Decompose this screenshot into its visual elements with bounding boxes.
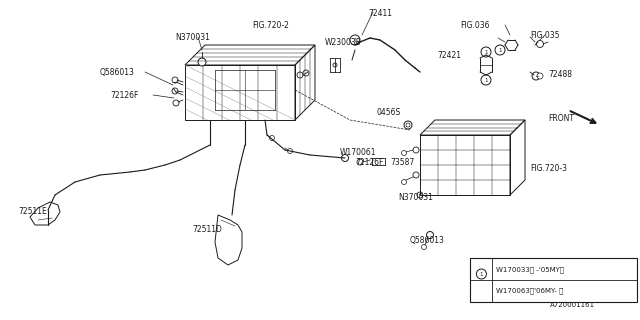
Circle shape xyxy=(537,73,543,79)
Text: FIG.035: FIG.035 xyxy=(530,30,559,39)
Text: 72126F: 72126F xyxy=(355,157,383,166)
Circle shape xyxy=(401,150,406,156)
Circle shape xyxy=(495,45,505,55)
Text: 0456S: 0456S xyxy=(376,108,400,116)
Circle shape xyxy=(426,231,433,238)
Circle shape xyxy=(198,58,206,66)
Circle shape xyxy=(481,75,491,85)
Text: W170063〈'06MY- 〉: W170063〈'06MY- 〉 xyxy=(497,287,564,294)
Text: 72511D: 72511D xyxy=(192,226,222,235)
Circle shape xyxy=(333,63,337,67)
Circle shape xyxy=(417,192,423,198)
Text: N370031: N370031 xyxy=(398,194,433,203)
Text: 1: 1 xyxy=(353,37,356,43)
Text: 1: 1 xyxy=(484,77,488,83)
Circle shape xyxy=(303,70,309,76)
Circle shape xyxy=(422,244,426,250)
Circle shape xyxy=(413,172,419,178)
Text: 72488: 72488 xyxy=(548,69,572,78)
Text: W170061: W170061 xyxy=(340,148,376,156)
Circle shape xyxy=(172,88,178,94)
Circle shape xyxy=(350,35,360,45)
Circle shape xyxy=(297,72,303,78)
Text: Q586013: Q586013 xyxy=(410,236,445,244)
Text: 72126F: 72126F xyxy=(110,91,138,100)
Text: 72411: 72411 xyxy=(368,9,392,18)
Circle shape xyxy=(406,123,410,127)
Text: A720001161: A720001161 xyxy=(550,302,595,308)
Text: FRONT: FRONT xyxy=(548,114,574,123)
Circle shape xyxy=(481,47,491,57)
Text: 1: 1 xyxy=(479,271,483,276)
Circle shape xyxy=(287,148,292,154)
Text: 72421: 72421 xyxy=(437,51,461,60)
Text: FIG.720-3: FIG.720-3 xyxy=(530,164,567,172)
Text: FIG.036: FIG.036 xyxy=(460,20,490,29)
Text: W230038: W230038 xyxy=(325,37,362,46)
Circle shape xyxy=(357,159,363,165)
Text: 1: 1 xyxy=(499,47,502,52)
Bar xyxy=(470,258,637,302)
Circle shape xyxy=(269,135,275,140)
Text: 72511E: 72511E xyxy=(18,207,47,217)
Circle shape xyxy=(532,72,540,80)
Circle shape xyxy=(173,100,179,106)
Text: 1: 1 xyxy=(484,50,488,54)
Circle shape xyxy=(404,121,412,129)
Circle shape xyxy=(413,147,419,153)
Text: 73587: 73587 xyxy=(390,157,414,166)
Circle shape xyxy=(342,155,349,162)
Text: Q586013: Q586013 xyxy=(100,68,135,76)
Text: FIG.720-2: FIG.720-2 xyxy=(252,20,289,29)
Circle shape xyxy=(476,269,486,279)
Text: W170033〈 -'05MY〉: W170033〈 -'05MY〉 xyxy=(497,266,564,273)
Circle shape xyxy=(401,180,406,185)
Text: N370031: N370031 xyxy=(175,33,210,42)
Circle shape xyxy=(536,41,543,47)
Circle shape xyxy=(172,77,178,83)
